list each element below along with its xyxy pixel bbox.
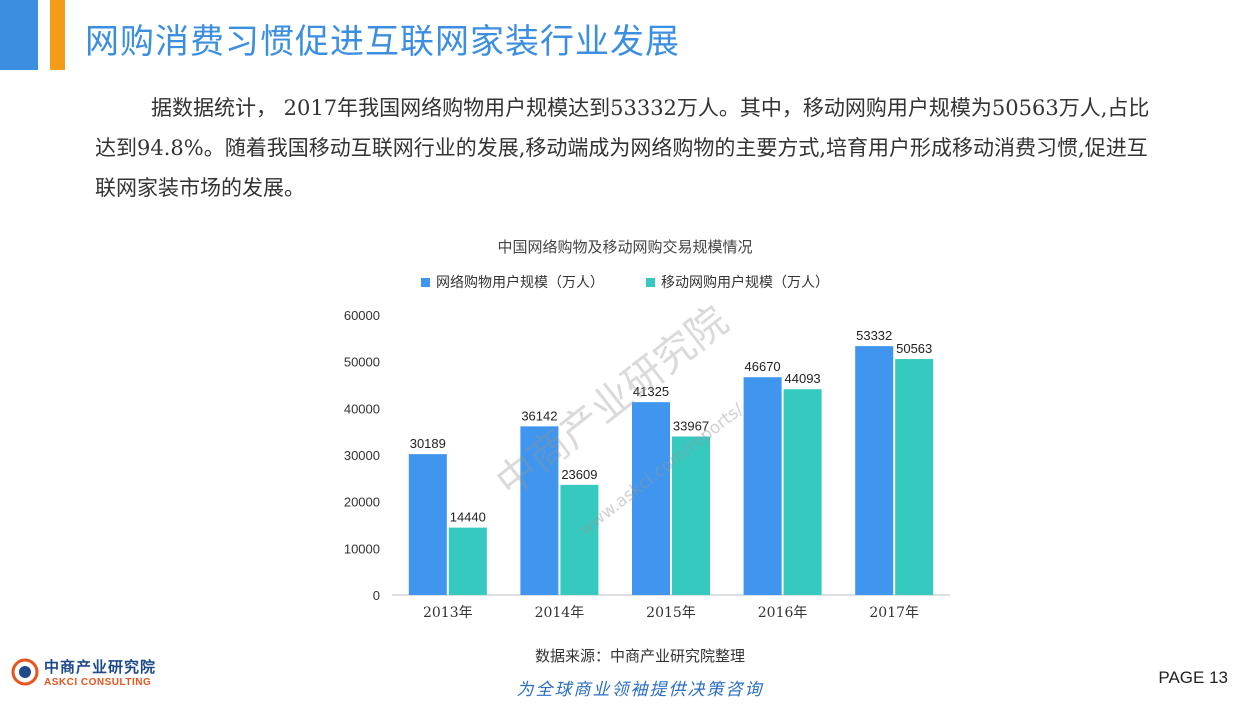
data-label: 41325 xyxy=(633,384,669,399)
chart-legend: 网络购物用户规模（万人） 移动网购用户规模（万人） xyxy=(0,272,1250,292)
bar-mobile xyxy=(448,527,487,595)
legend-swatch-series-1 xyxy=(646,277,655,287)
bar-mobile xyxy=(783,389,822,595)
bar-mobile xyxy=(560,484,599,595)
logo-text-cn: 中商产业研究院 xyxy=(44,658,157,676)
legend-label-series-1: 移动网购用户规模（万人） xyxy=(661,275,829,291)
y-tick-label: 10000 xyxy=(344,541,380,556)
footer-slogan: 为全球商业领袖提供决策咨询 xyxy=(516,680,764,700)
x-tick-label: 2015年 xyxy=(646,605,696,621)
header-accent-blue xyxy=(0,0,38,70)
y-tick-label: 60000 xyxy=(344,308,380,323)
data-label: 33967 xyxy=(673,418,709,433)
logo-text-en: ASKCI CONSULTING xyxy=(44,677,152,688)
legend-label-series-0: 网络购物用户规模（万人） xyxy=(436,275,604,291)
y-tick-label: 30000 xyxy=(344,448,380,463)
bar-online xyxy=(520,426,559,595)
y-tick-label: 40000 xyxy=(344,401,380,416)
y-tick-label: 50000 xyxy=(344,355,380,370)
bar-online xyxy=(855,346,894,595)
data-label: 44093 xyxy=(785,371,821,386)
page-title: 网购消费习惯促进互联网家装行业发展 xyxy=(85,22,680,62)
bar-online xyxy=(743,377,782,595)
bar-mobile xyxy=(672,436,710,595)
legend-swatch-series-0 xyxy=(421,277,430,287)
data-label: 14440 xyxy=(450,510,486,525)
bar-chart: 0 10000 20000 30000 40000 50000 60000 30189 1444… xyxy=(344,308,950,621)
chart-title: 中国网络购物及移动网购交易规模情况 xyxy=(497,238,753,256)
header-accent-orange xyxy=(50,0,65,70)
bar-mobile xyxy=(895,359,934,595)
bar-online xyxy=(632,402,670,595)
company-logo: 中商产业研究院 ASKCI CONSULTING xyxy=(10,656,156,688)
data-label: 53332 xyxy=(856,328,892,343)
y-tick-label: 20000 xyxy=(344,495,380,510)
bar-online xyxy=(408,454,447,595)
body-paragraph: 据数据统计， 2017年我国网络购物用户规模达到53332万人。其中，移动网购用… xyxy=(95,96,1150,200)
legend-item-series-1: 移动网购用户规模（万人） xyxy=(646,272,829,292)
data-label: 50563 xyxy=(896,341,932,356)
page-number: PAGE 13 xyxy=(1158,668,1228,687)
x-tick-label: 2013年 xyxy=(423,605,473,621)
legend-item-series-0: 网络购物用户规模（万人） xyxy=(421,272,604,292)
logo-icon xyxy=(11,658,39,686)
x-tick-label: 2014年 xyxy=(535,605,585,621)
data-source: 数据来源：中商产业研究院整理 xyxy=(534,647,745,665)
data-label: 36142 xyxy=(521,408,557,423)
data-label: 46670 xyxy=(745,359,781,374)
x-tick-label: 2017年 xyxy=(869,605,919,621)
y-tick-label: 0 xyxy=(373,588,380,603)
data-label: 23609 xyxy=(561,467,597,482)
x-tick-label: 2016年 xyxy=(758,605,808,621)
data-label: 30189 xyxy=(410,436,446,451)
